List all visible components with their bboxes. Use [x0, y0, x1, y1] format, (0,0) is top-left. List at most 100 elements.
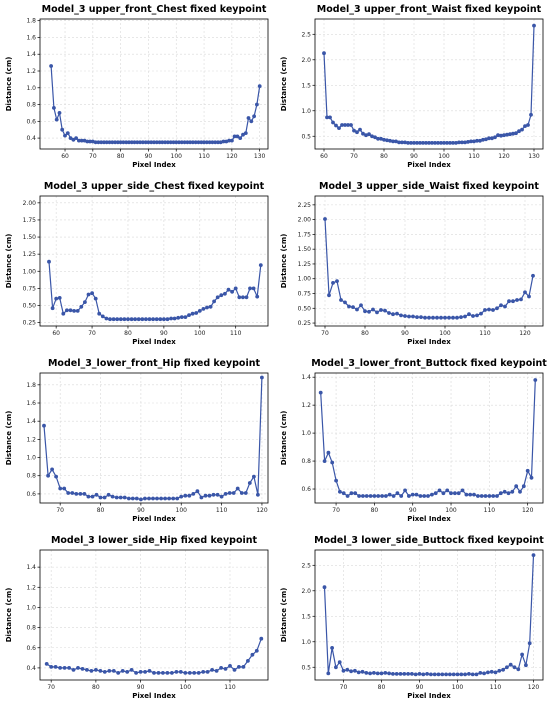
- chart-5-data-point: [163, 496, 168, 501]
- chart-6-data-point: [487, 494, 492, 498]
- chart-8-xlabel: Pixel Index: [407, 692, 451, 700]
- chart-1-data-point: [54, 117, 59, 122]
- chart-6-data-point: [510, 489, 515, 494]
- chart-6-data-point: [464, 492, 469, 497]
- chart-4-data-point: [455, 315, 459, 320]
- chart-3-xtick-label: 60: [52, 330, 60, 337]
- chart-1-data-point: [246, 116, 251, 120]
- chart-4-data-point: [511, 299, 515, 304]
- chart-4-data-point: [411, 314, 415, 319]
- chart-2-data-point: [346, 123, 350, 127]
- chart-2-xtick-label: 130: [528, 153, 540, 160]
- chart-2-data-point: [475, 138, 479, 143]
- chart-5-data-point: [219, 494, 224, 499]
- chart-7-data-point: [254, 648, 259, 653]
- chart-1-data-point: [168, 140, 173, 145]
- chart-3-data-point: [244, 295, 249, 300]
- chart-4-xlabel: Pixel Index: [407, 338, 451, 346]
- chart-8-xtick-label: 90: [416, 684, 424, 691]
- chart-3-data-point: [144, 317, 148, 322]
- chart-6-data-point: [498, 491, 503, 496]
- chart-7-data-point: [134, 671, 139, 675]
- chart-3-data-point: [251, 286, 256, 291]
- chart-8-data-point: [345, 667, 350, 672]
- chart-1-data-point: [135, 140, 140, 145]
- chart-5-data-point: [252, 474, 256, 479]
- chart-6-data-point: [338, 489, 342, 494]
- chart-8-data-point: [356, 670, 361, 675]
- chart-3-data-point: [133, 317, 138, 322]
- chart-4-data-point: [367, 309, 371, 314]
- chart-6-data-point: [449, 491, 453, 496]
- chart-1-data-point: [113, 140, 117, 145]
- chart-7-data-point: [120, 669, 125, 673]
- chart-3-ytick-label: 0.75: [23, 285, 37, 292]
- chart-8-title: Model_3 lower_side_Buttock fixed keypoin…: [314, 535, 544, 546]
- chart-4-data-point: [407, 314, 411, 319]
- chart-5-data-point: [134, 496, 139, 501]
- chart-7-data-point: [62, 666, 67, 670]
- chart-8-data-point: [520, 652, 524, 657]
- chart-7-data-point: [102, 670, 107, 674]
- chart-7-data-point: [111, 669, 116, 673]
- chart-1-data-point: [232, 134, 237, 139]
- chart-8-data-point: [379, 671, 384, 676]
- chart-7-data-point: [129, 668, 134, 672]
- chart-5-data-point: [260, 375, 264, 380]
- chart-1-data-point: [188, 140, 193, 145]
- chart-3-data-point: [61, 311, 66, 316]
- chart-4-xtick-label: 100: [439, 330, 451, 337]
- chart-4-data-point: [363, 309, 367, 314]
- chart-8-data-point: [372, 671, 376, 675]
- chart-2-data-point: [364, 133, 368, 138]
- chart-7-data-point: [58, 666, 62, 670]
- chart-6-ylabel: Distance (cm): [280, 411, 288, 466]
- chart-8-data-point: [326, 671, 331, 676]
- chart-8-ytick-label: 0.5: [301, 664, 311, 671]
- chart-1-data-point: [143, 140, 148, 145]
- chart-2-xtick-label: 70: [350, 153, 358, 160]
- chart-4-data-point: [395, 311, 399, 316]
- chart-5-data-point: [106, 492, 111, 497]
- chart-2-data-point: [484, 137, 488, 142]
- chart-7-data-point: [192, 671, 197, 675]
- chart-2-data-point: [355, 130, 359, 135]
- chart-2-data-point: [442, 141, 446, 145]
- chart-8-data-point: [425, 672, 429, 676]
- chart-2-series-line: [323, 25, 535, 144]
- chart-2-data-point: [529, 112, 533, 117]
- chart-2-data-point: [391, 139, 395, 144]
- chart-7-xtick-label: 110: [224, 684, 236, 691]
- chart-1-data-point: [196, 140, 201, 145]
- chart-8-xtick-label: 110: [490, 684, 502, 691]
- chart-2-data-point: [403, 140, 407, 145]
- chart-1-data-point: [107, 140, 112, 145]
- chart-8-data-point: [402, 672, 407, 676]
- chart-4-xtick-label: 110: [479, 330, 491, 337]
- chart-3-data-point: [179, 315, 184, 319]
- chart-5-ytick-label: 0.8: [26, 473, 36, 480]
- chart-8-ytick-label: 1.5: [301, 613, 311, 620]
- chart-3-ytick-label: 1.75: [23, 217, 37, 224]
- chart-6-data-point: [349, 491, 354, 496]
- chart-3-data-point: [197, 309, 202, 313]
- chart-2-ytick-label: 2.5: [301, 31, 311, 38]
- chart-2-data-point: [421, 141, 425, 145]
- chart-3-xlabel: Pixel Index: [132, 338, 176, 346]
- chart-6-data-point: [456, 491, 461, 496]
- chart-2-data-point: [424, 141, 428, 145]
- chart-6-ytick-label: 1.4: [301, 374, 311, 381]
- chart-5-data-point: [130, 496, 135, 501]
- chart-8-data-point: [417, 672, 422, 676]
- chart-6-data-point: [384, 494, 388, 498]
- chart-1-series-line: [50, 65, 261, 143]
- chart-1-data-point: [57, 111, 62, 115]
- chart-1-data-point: [127, 140, 131, 145]
- chart-5-data-point: [151, 496, 155, 501]
- chart-2-data-point: [511, 131, 515, 136]
- chart-4-data-point: [439, 315, 443, 320]
- chart-8-data-point: [436, 672, 441, 677]
- chart-3-data-point: [104, 316, 109, 321]
- chart-3-data-point: [194, 311, 199, 315]
- chart-6-data-point: [529, 475, 534, 480]
